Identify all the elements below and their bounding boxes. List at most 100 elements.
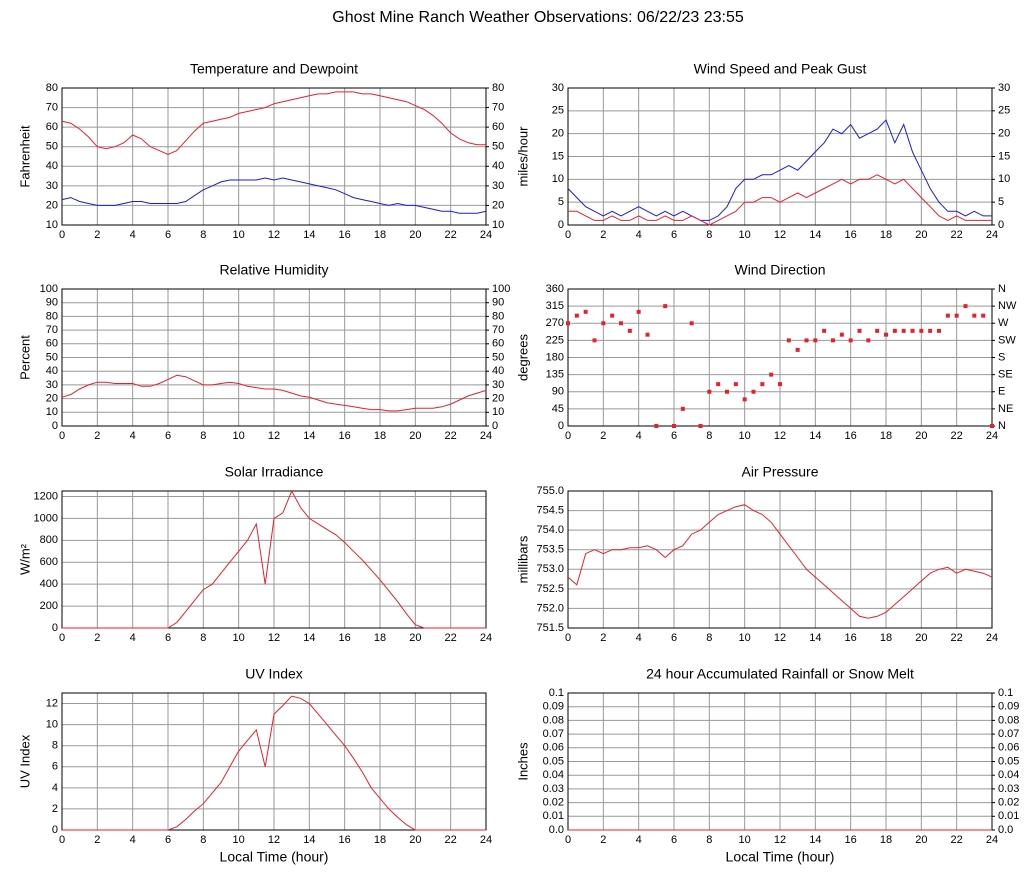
x-tick-label: 6 <box>671 430 677 442</box>
y-tick-label: 6 <box>52 761 58 773</box>
data-line <box>62 489 486 629</box>
x-tick-label: 24 <box>986 632 998 644</box>
x-tick-label: 24 <box>986 430 998 442</box>
x-tick-label: 2 <box>94 430 100 442</box>
data-point <box>884 332 888 337</box>
chart-title: 24 hour Accumulated Rainfall or Snow Mel… <box>646 666 914 682</box>
y-tick-label: 50 <box>46 141 58 153</box>
plot-frame <box>61 87 487 226</box>
x-tick-label: 0 <box>59 430 65 442</box>
data-point <box>813 338 818 343</box>
x-tick-label: 16 <box>845 632 857 644</box>
y-tick-label: 10 <box>46 219 58 231</box>
x-tick-label: 24 <box>480 229 492 241</box>
y-tick-label: 15 <box>552 150 564 162</box>
y-tick-label: 270 <box>546 317 564 329</box>
y-tick-label: 1200 <box>34 490 58 502</box>
y-tick-label: 751.5 <box>536 622 564 634</box>
x-tick-label: 22 <box>445 632 457 644</box>
data-point <box>574 313 579 318</box>
y-tick-label: 20 <box>46 199 58 211</box>
data-point <box>786 338 791 343</box>
x-tick-label: 10 <box>233 430 245 442</box>
y-axis-label: Inches <box>515 742 530 781</box>
x-tick-label: 4 <box>636 430 642 442</box>
x-tick-label: 20 <box>915 430 927 442</box>
y-tick-label: 10 <box>552 173 564 185</box>
x-tick-label: 18 <box>880 229 892 241</box>
y2-tick-label: 20 <box>998 128 1010 140</box>
x-axis-label: Local Time (hour) <box>726 849 835 865</box>
data-point <box>760 382 765 387</box>
x-tick-label: 12 <box>774 430 786 442</box>
x-tick-label: 16 <box>339 430 351 442</box>
x-axis-label: Local Time (hour) <box>220 849 329 865</box>
data-point <box>963 304 968 309</box>
data-point <box>680 406 685 411</box>
x-tick-label: 0 <box>59 229 65 241</box>
x-tick-label: 18 <box>880 430 892 442</box>
data-point <box>663 304 668 309</box>
data-line <box>567 504 993 619</box>
x-tick-label: 20 <box>915 229 927 241</box>
data-line <box>567 119 992 221</box>
y-tick-label: 0 <box>558 219 564 231</box>
y2-tick-label: S <box>998 351 1005 363</box>
y-tick-label: 752.0 <box>536 602 564 614</box>
x-tick-label: 10 <box>739 430 751 442</box>
x-tick-label: 0 <box>565 430 571 442</box>
data-point <box>990 424 994 428</box>
x-tick-label: 0 <box>59 834 65 846</box>
x-tick-label: 14 <box>303 229 315 241</box>
x-tick-label: 8 <box>706 834 712 846</box>
data-point <box>566 321 570 326</box>
y2-tick-label: 0.03 <box>998 783 1019 795</box>
y2-tick-label: SW <box>998 334 1016 346</box>
x-tick-label: 4 <box>130 632 136 644</box>
x-tick-label: 20 <box>915 632 927 644</box>
x-tick-label: 16 <box>339 834 351 846</box>
y2-tick-label: 70 <box>492 324 504 336</box>
y-axis-label: UV Index <box>17 734 32 788</box>
plot-frame <box>61 692 487 831</box>
y2-tick-label: 60 <box>492 121 504 133</box>
y-tick-label: 1000 <box>34 512 58 524</box>
x-tick-label: 14 <box>303 834 315 846</box>
y2-tick-label: 90 <box>492 297 504 309</box>
y-tick-label: 90 <box>46 297 58 309</box>
y-tick-label: 0.01 <box>543 810 564 822</box>
data-point <box>795 347 800 352</box>
y-tick-label: 135 <box>546 369 564 381</box>
x-tick-label: 22 <box>445 430 457 442</box>
x-tick-label: 8 <box>706 229 712 241</box>
y2-tick-label: 0.07 <box>998 728 1019 740</box>
y2-tick-label: 10 <box>492 406 504 418</box>
x-tick-label: 22 <box>951 834 963 846</box>
y-tick-label: 20 <box>46 393 58 405</box>
x-tick-label: 16 <box>845 430 857 442</box>
y-tick-label: 30 <box>46 180 58 192</box>
y2-tick-label: W <box>998 317 1009 329</box>
x-tick-label: 10 <box>233 229 245 241</box>
data-point <box>601 321 606 326</box>
x-tick-label: 2 <box>94 834 100 846</box>
y2-tick-label: N <box>998 283 1006 295</box>
plot-frame <box>567 288 993 427</box>
x-tick-label: 24 <box>480 834 492 846</box>
y-tick-label: 100 <box>40 283 58 295</box>
x-tick-label: 22 <box>445 834 457 846</box>
y2-tick-label: 30 <box>492 379 504 391</box>
y-tick-label: 200 <box>40 600 58 612</box>
y-tick-label: 8 <box>52 740 58 752</box>
data-point <box>919 328 924 333</box>
x-tick-label: 2 <box>600 632 606 644</box>
x-tick-label: 8 <box>200 430 206 442</box>
data-point <box>778 382 782 387</box>
y2-tick-label: 25 <box>998 105 1010 117</box>
chart-title: Wind Speed and Peak Gust <box>694 61 867 77</box>
x-tick-label: 8 <box>706 430 712 442</box>
x-tick-label: 24 <box>480 430 492 442</box>
y-tick-label: 0.1 <box>549 687 564 699</box>
chart-title: Air Pressure <box>741 464 818 480</box>
y2-tick-label: 0.0 <box>998 824 1013 836</box>
